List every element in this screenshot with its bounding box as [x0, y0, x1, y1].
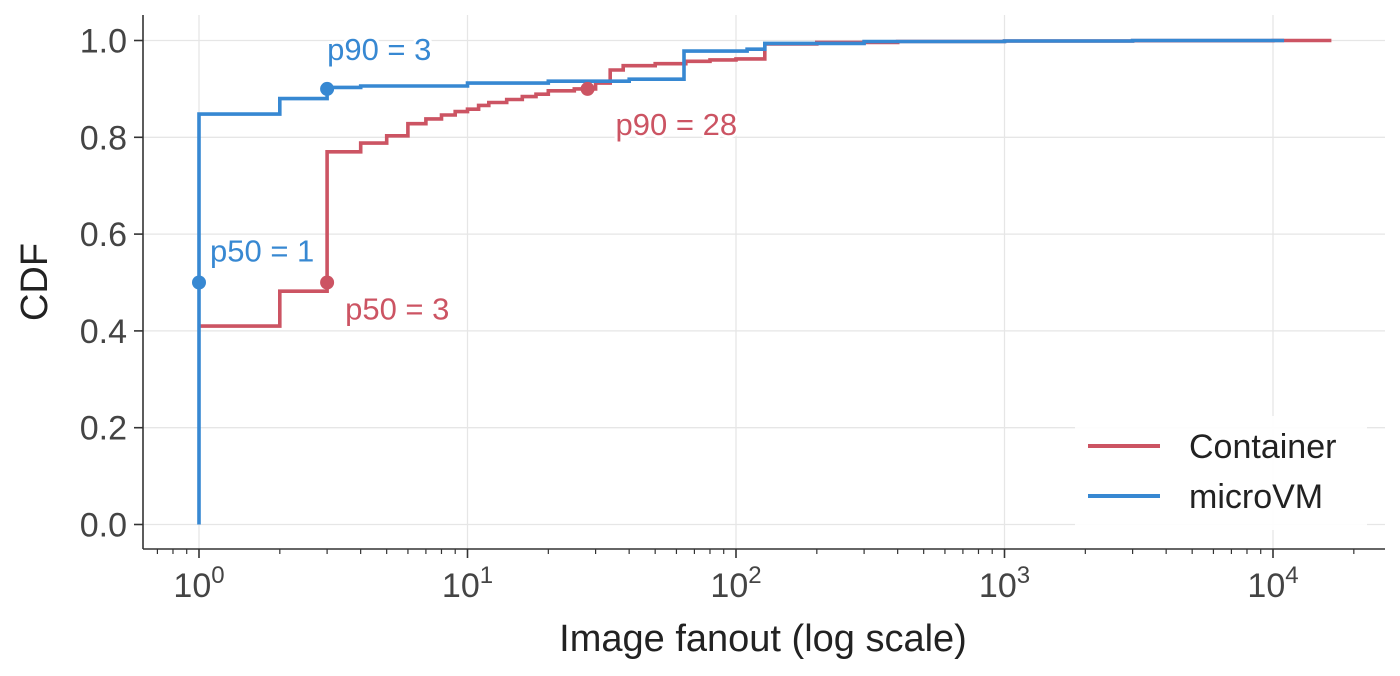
y-tick-label: 0.2 — [80, 410, 127, 448]
percentile-marker — [192, 275, 206, 290]
legend: Container microVM — [1075, 416, 1367, 530]
y-tick-label: 0.0 — [80, 507, 127, 545]
percentile-annotation: p50 = 3 — [345, 292, 449, 327]
percentile-markers: p50 = 3 p90 = 28 p50 = 1 p90 = 3 — [192, 29, 740, 330]
x-tick-label: 103 — [979, 562, 1030, 605]
y-tick-label: 0.6 — [80, 216, 127, 254]
legend-box — [1075, 416, 1367, 530]
percentile-marker — [320, 275, 335, 290]
series-line-container — [199, 38, 1332, 328]
percentile-annotation: p90 = 3 — [327, 32, 431, 67]
x-axis-title: Image fanout (log scale) — [559, 618, 967, 660]
legend-label: microVM — [1189, 478, 1323, 516]
y-axis-title: CDF — [14, 243, 56, 321]
percentile-annotation: p90 = 28 — [616, 107, 738, 142]
grid — [143, 15, 1385, 549]
y-tick-label: 1.0 — [80, 23, 127, 61]
x-tick-label: 100 — [173, 562, 224, 605]
legend-label: Container — [1189, 428, 1336, 466]
x-tick-label: 102 — [710, 562, 761, 605]
y-tick-label: 0.4 — [80, 313, 127, 351]
percentile-marker — [320, 81, 335, 96]
y-tick-label: 0.8 — [80, 119, 127, 157]
axes: 0.0 0.2 0.4 0.6 0.8 1.0 100 101 102 103 104 — [80, 15, 1385, 605]
percentile-marker — [580, 81, 595, 96]
x-tick-label: 104 — [1247, 562, 1298, 605]
percentile-annotation: p50 = 1 — [210, 234, 314, 269]
x-tick-label: 101 — [442, 562, 493, 605]
